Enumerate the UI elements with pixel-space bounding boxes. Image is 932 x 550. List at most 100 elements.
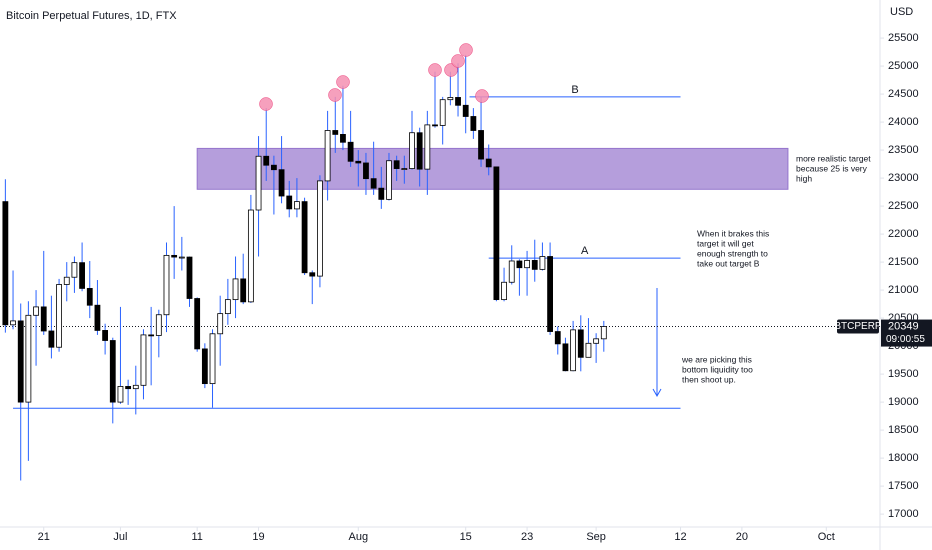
x-tick-label: Jul — [113, 531, 127, 543]
candle-body — [424, 124, 431, 170]
candle-body — [340, 134, 346, 143]
y-tick-label: 25000 — [888, 60, 919, 72]
highlight — [451, 54, 465, 68]
candle-body — [508, 260, 515, 283]
currency-label: USD — [890, 6, 913, 18]
annotation: then shoot up. — [682, 374, 736, 384]
candle-body — [363, 162, 369, 180]
candle-body — [40, 306, 47, 332]
annotation: high — [796, 173, 812, 183]
candle-body — [148, 334, 155, 337]
candle-body — [109, 340, 116, 403]
candle-body — [240, 278, 247, 303]
annotation: more realistic target — [796, 153, 871, 163]
annotation: bottom liquidity too — [682, 364, 753, 374]
candle-body — [562, 343, 569, 372]
price-tag-label: 20349 — [888, 320, 919, 332]
candle-body — [577, 329, 584, 358]
candle-body — [355, 160, 362, 164]
x-tick-label: 23 — [521, 531, 533, 543]
candle-body — [324, 130, 331, 182]
price-tag — [881, 319, 932, 347]
candle-body — [393, 160, 400, 169]
candle-body — [470, 116, 477, 131]
candle-body — [117, 386, 124, 403]
candle-body — [554, 331, 561, 345]
y-tick-label: 25500 — [888, 32, 919, 44]
highlight — [336, 75, 350, 89]
annotation: target it will get — [697, 238, 754, 248]
candle-body — [125, 386, 132, 390]
candle-body — [462, 104, 469, 117]
y-tick-label: 21000 — [888, 284, 919, 296]
candle-body — [201, 348, 208, 385]
level-label: A — [581, 245, 589, 257]
highlight — [475, 89, 489, 103]
y-tick-label: 21500 — [888, 256, 919, 268]
highlight — [428, 63, 442, 77]
candle-body — [132, 384, 139, 390]
candle-body — [378, 187, 385, 200]
highlight — [328, 88, 342, 102]
candle-body — [539, 256, 546, 270]
symbol-tag-label: BTCPERP — [834, 321, 882, 332]
candle-body — [485, 158, 492, 168]
highlight — [259, 97, 273, 111]
candle-body — [255, 155, 262, 211]
candle-body — [593, 338, 600, 344]
candle-body — [301, 201, 308, 274]
target-zone — [196, 147, 789, 190]
annotation: When it brakes this — [697, 228, 769, 238]
candle-body — [547, 256, 553, 332]
y-tick-label: 17500 — [888, 480, 919, 492]
candle-body — [71, 262, 78, 278]
annotation: because 25 is very — [796, 163, 868, 173]
candle-body — [501, 281, 507, 301]
candle-body — [409, 132, 415, 169]
candle-body — [171, 254, 178, 258]
annotations: more realistic target because 25 is very… — [652, 153, 871, 398]
candle-body — [585, 342, 592, 358]
candle-body — [2, 201, 9, 326]
candle-body — [33, 306, 39, 316]
candle-body — [447, 97, 454, 101]
candle-body — [10, 320, 16, 326]
candle-body — [401, 168, 408, 170]
candle-body — [209, 333, 216, 385]
x-tick-label: 12 — [674, 531, 686, 543]
candle-body — [478, 130, 484, 160]
candle-body — [600, 326, 607, 340]
x-tick-label: 20 — [736, 531, 748, 543]
x-tick-label: Oct — [818, 531, 835, 543]
candle-body — [224, 299, 231, 315]
candle-body — [493, 166, 500, 301]
candle-body — [63, 276, 70, 285]
candle-body — [516, 260, 523, 269]
candle-body — [217, 313, 224, 335]
x-tick-label: Aug — [349, 531, 369, 543]
annotation: take out target B — [697, 258, 760, 268]
candle-body — [416, 132, 423, 170]
candle-body — [247, 209, 254, 303]
candle-body — [155, 314, 162, 336]
candle-body — [94, 304, 101, 331]
candle-body — [347, 141, 354, 162]
highlight — [459, 43, 473, 57]
candle-body — [163, 254, 170, 316]
level-label: B — [571, 84, 578, 96]
candle-body — [232, 278, 239, 301]
y-tick-label: 23000 — [888, 172, 919, 184]
candle-body — [294, 201, 300, 210]
candle-body — [270, 164, 277, 171]
candle-body — [524, 260, 530, 269]
annotation: enough strength to — [697, 248, 768, 258]
y-tick-label: 22500 — [888, 200, 919, 212]
candle-body — [17, 320, 24, 403]
y-tick-label: 18500 — [888, 424, 919, 436]
candle-body — [370, 178, 377, 189]
candle-body — [286, 195, 293, 210]
candle-body — [186, 256, 193, 299]
highlight — [444, 63, 458, 77]
candle-body — [531, 260, 538, 270]
y-tick-label: 19000 — [888, 396, 919, 408]
